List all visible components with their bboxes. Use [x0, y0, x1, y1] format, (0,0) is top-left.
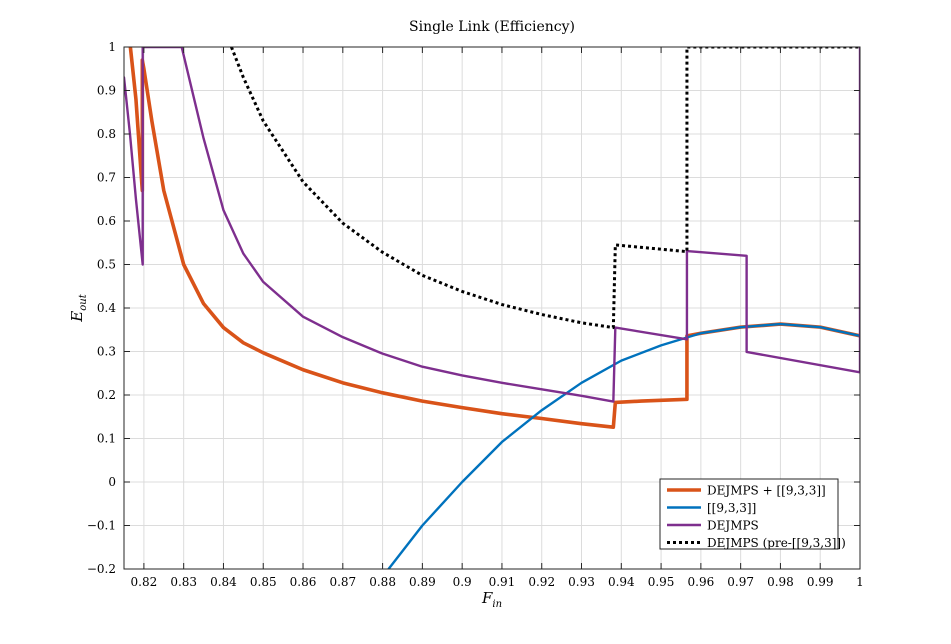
- y-axis-label: Eout: [68, 293, 89, 322]
- x-tick-label: 0.83: [170, 575, 197, 589]
- series-line-0: [128, 47, 860, 429]
- y-tick-label: −0.1: [87, 519, 116, 533]
- x-tick-label: 0.96: [688, 575, 715, 589]
- x-tick-label: 0.92: [528, 575, 555, 589]
- x-tick-label: 0.94: [608, 575, 635, 589]
- y-tick-label: 0.6: [97, 214, 116, 228]
- x-axis-label-main: F: [481, 589, 493, 607]
- y-tick-label: 1: [108, 40, 116, 54]
- x-tick-label: 0.88: [369, 575, 396, 589]
- x-tick-label: 0.85: [250, 575, 277, 589]
- legend: DEJMPS + [[9,3,3]] [[9,3,3]] DEJMPS DEJMPS …: [659, 478, 846, 550]
- x-tick-label: 0.9: [453, 575, 472, 589]
- legend-label-3: DEJMPS (pre-[[9,3,3]]): [707, 536, 846, 550]
- x-tick-label: 0.95: [648, 575, 675, 589]
- y-tick-label: 0.8: [97, 127, 116, 141]
- series-lines: [124, 47, 860, 569]
- x-tick-label: 0.91: [489, 575, 516, 589]
- x-tick-label: 0.89: [409, 575, 436, 589]
- y-tick-label: 0.5: [97, 258, 116, 272]
- legend-label-2: DEJMPS: [707, 519, 759, 533]
- x-axis-label-subscript: in: [492, 599, 502, 610]
- y-tick-label: 0.4: [97, 301, 116, 315]
- x-tick-label: 0.87: [329, 575, 356, 589]
- x-tick-label: 0.98: [767, 575, 794, 589]
- y-axis-label-subscript: out: [78, 293, 89, 310]
- legend-label-0: DEJMPS + [[9,3,3]]: [707, 484, 826, 498]
- y-tick-label: 0.2: [97, 388, 116, 402]
- y-axis-label-main: E: [68, 311, 86, 323]
- y-tick-label: −0.2: [87, 562, 116, 576]
- x-axis-ticks: 0.82 0.83 0.84 0.85 0.86 0.87 0.88 0.89 0.9 0.91 0…: [131, 47, 864, 589]
- chart-title: Single Link (Efficiency): [409, 19, 575, 35]
- y-tick-label: 0: [108, 475, 116, 489]
- y-tick-label: 0.7: [97, 171, 116, 185]
- x-axis-label: Fin: [481, 589, 502, 610]
- series-line-3: [230, 47, 860, 330]
- x-tick-label: 1: [856, 575, 864, 589]
- x-tick-label: 0.97: [727, 575, 754, 589]
- series-line-1: [387, 322, 860, 569]
- x-tick-label: 0.93: [568, 575, 595, 589]
- y-axis-ticks: −0.2 −0.1 0 0.1 0.2 0.3 0.4 0.5 0.6 0.7 0.8 0.9 1: [87, 40, 860, 576]
- x-tick-label: 0.82: [131, 575, 158, 589]
- x-tick-label: 0.99: [807, 575, 834, 589]
- series-line-2: [124, 47, 860, 403]
- y-tick-label: 0.3: [97, 345, 116, 359]
- y-tick-label: 0.9: [97, 84, 116, 98]
- legend-label-1: [[9,3,3]]: [707, 501, 756, 515]
- x-tick-label: 0.86: [290, 575, 317, 589]
- y-tick-label: 0.1: [97, 432, 116, 446]
- x-tick-label: 0.84: [210, 575, 237, 589]
